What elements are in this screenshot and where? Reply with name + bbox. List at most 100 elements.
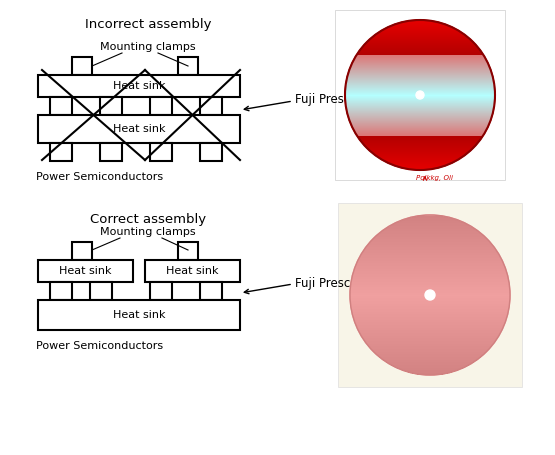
FancyBboxPatch shape [355,57,485,59]
FancyBboxPatch shape [399,22,441,24]
FancyBboxPatch shape [356,324,504,325]
FancyBboxPatch shape [379,355,482,357]
FancyBboxPatch shape [364,145,476,146]
FancyBboxPatch shape [382,160,457,161]
FancyBboxPatch shape [178,57,198,75]
FancyBboxPatch shape [367,244,492,246]
FancyBboxPatch shape [352,64,488,65]
FancyBboxPatch shape [375,353,485,354]
FancyBboxPatch shape [352,314,507,315]
FancyBboxPatch shape [364,45,476,46]
FancyBboxPatch shape [354,130,486,131]
FancyBboxPatch shape [351,125,489,126]
FancyBboxPatch shape [349,117,491,118]
FancyBboxPatch shape [362,337,498,338]
FancyBboxPatch shape [381,30,459,31]
FancyBboxPatch shape [374,153,466,155]
FancyBboxPatch shape [368,40,472,41]
FancyBboxPatch shape [350,294,510,295]
FancyBboxPatch shape [348,75,492,76]
FancyBboxPatch shape [359,330,501,332]
FancyBboxPatch shape [403,167,437,168]
FancyBboxPatch shape [351,283,509,284]
FancyBboxPatch shape [372,349,488,350]
FancyBboxPatch shape [365,146,475,147]
FancyBboxPatch shape [399,22,441,24]
FancyBboxPatch shape [362,142,478,143]
FancyBboxPatch shape [367,147,473,148]
FancyBboxPatch shape [352,61,487,62]
FancyBboxPatch shape [370,348,490,349]
FancyBboxPatch shape [373,238,487,239]
FancyBboxPatch shape [354,268,506,269]
FancyBboxPatch shape [386,27,453,29]
FancyBboxPatch shape [145,260,240,282]
FancyBboxPatch shape [364,45,476,46]
FancyBboxPatch shape [388,26,452,27]
Text: Mounting clamps: Mounting clamps [100,42,196,52]
FancyBboxPatch shape [358,52,482,54]
FancyBboxPatch shape [349,116,492,117]
FancyBboxPatch shape [150,143,172,161]
FancyBboxPatch shape [356,55,483,56]
FancyBboxPatch shape [368,148,472,150]
FancyBboxPatch shape [346,105,495,106]
FancyBboxPatch shape [359,137,481,138]
FancyBboxPatch shape [355,323,505,324]
FancyBboxPatch shape [405,370,455,371]
FancyBboxPatch shape [381,358,480,359]
FancyBboxPatch shape [385,228,475,229]
FancyBboxPatch shape [365,146,475,147]
FancyBboxPatch shape [371,37,469,39]
FancyBboxPatch shape [356,325,504,327]
FancyBboxPatch shape [388,162,452,163]
FancyBboxPatch shape [372,152,467,153]
FancyBboxPatch shape [369,150,471,151]
FancyBboxPatch shape [360,50,480,51]
FancyBboxPatch shape [351,282,509,283]
FancyBboxPatch shape [365,44,475,45]
FancyBboxPatch shape [352,274,507,275]
FancyBboxPatch shape [364,145,476,146]
FancyBboxPatch shape [361,141,479,142]
FancyBboxPatch shape [355,266,504,267]
FancyBboxPatch shape [361,47,478,49]
FancyBboxPatch shape [365,342,495,343]
FancyBboxPatch shape [367,147,473,148]
FancyBboxPatch shape [396,24,444,25]
FancyBboxPatch shape [351,284,509,285]
FancyBboxPatch shape [354,320,506,322]
FancyBboxPatch shape [367,41,473,42]
FancyBboxPatch shape [391,163,450,165]
FancyBboxPatch shape [386,27,453,29]
FancyBboxPatch shape [345,91,495,92]
FancyBboxPatch shape [351,65,489,66]
FancyBboxPatch shape [362,46,478,47]
FancyBboxPatch shape [359,51,481,52]
FancyBboxPatch shape [347,77,493,79]
FancyBboxPatch shape [402,369,458,370]
FancyBboxPatch shape [349,120,491,121]
FancyBboxPatch shape [50,143,72,161]
FancyBboxPatch shape [356,264,504,266]
Text: Power Semiconductors: Power Semiconductors [37,341,164,351]
FancyBboxPatch shape [351,309,508,310]
FancyBboxPatch shape [385,360,475,362]
FancyBboxPatch shape [375,237,485,238]
FancyBboxPatch shape [395,366,465,368]
FancyBboxPatch shape [350,290,510,292]
FancyBboxPatch shape [417,216,442,217]
FancyBboxPatch shape [352,62,488,64]
FancyBboxPatch shape [381,158,459,160]
FancyBboxPatch shape [403,167,437,168]
FancyBboxPatch shape [350,66,490,67]
FancyBboxPatch shape [365,248,496,249]
FancyBboxPatch shape [370,39,470,40]
FancyBboxPatch shape [384,229,477,231]
FancyBboxPatch shape [375,155,465,156]
FancyBboxPatch shape [345,87,495,89]
FancyBboxPatch shape [375,155,465,156]
FancyBboxPatch shape [353,273,507,274]
FancyBboxPatch shape [347,111,493,112]
FancyBboxPatch shape [90,282,112,300]
